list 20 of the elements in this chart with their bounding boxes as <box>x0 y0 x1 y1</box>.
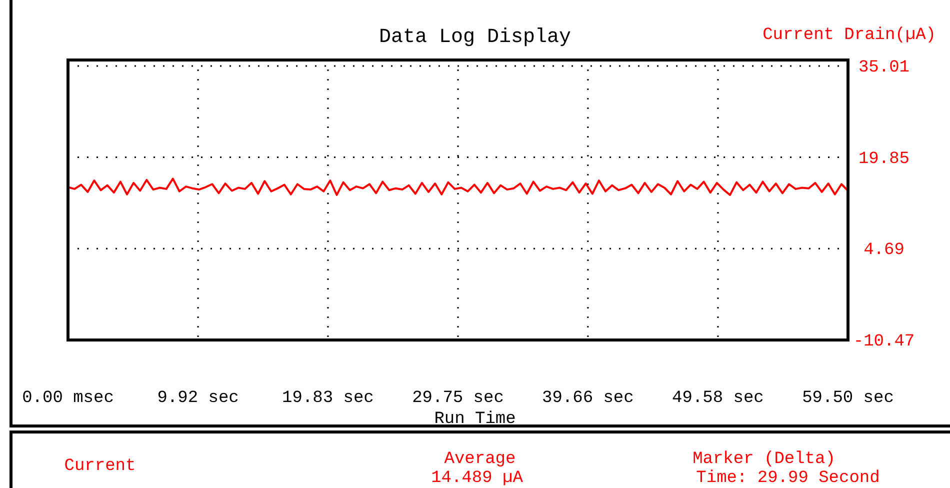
y-axis-title: Current Drain(µA) <box>762 26 936 45</box>
x-tick-label: 39.66 sec <box>542 389 634 408</box>
x-tick-label: 9.92 sec <box>157 389 239 408</box>
text: Average <box>444 450 516 469</box>
x-tick-label: 0.00 msec <box>22 389 114 408</box>
x-axis-title: Run Time <box>434 410 516 429</box>
y-tick-label: 19.85 <box>858 150 910 169</box>
y-tick-label: 35.01 <box>858 58 910 78</box>
text: Time: 29.99 Second <box>696 469 880 488</box>
text: 14.489 µA <box>431 469 524 488</box>
line-series <box>67 178 849 196</box>
x-tick-label: 19.83 sec <box>282 389 374 408</box>
text: Current <box>64 457 136 476</box>
x-tick-label: 29.75 sec <box>412 389 504 408</box>
x-tick-label: 59.50 sec <box>802 389 894 408</box>
x-tick-label: 49.58 sec <box>672 389 764 408</box>
text: Marker (Delta) <box>692 450 836 469</box>
y-tick-label: -10.47 <box>853 332 915 352</box>
chart-title: Data Log Display <box>378 26 572 49</box>
y-tick-label: 4.69 <box>864 241 904 260</box>
